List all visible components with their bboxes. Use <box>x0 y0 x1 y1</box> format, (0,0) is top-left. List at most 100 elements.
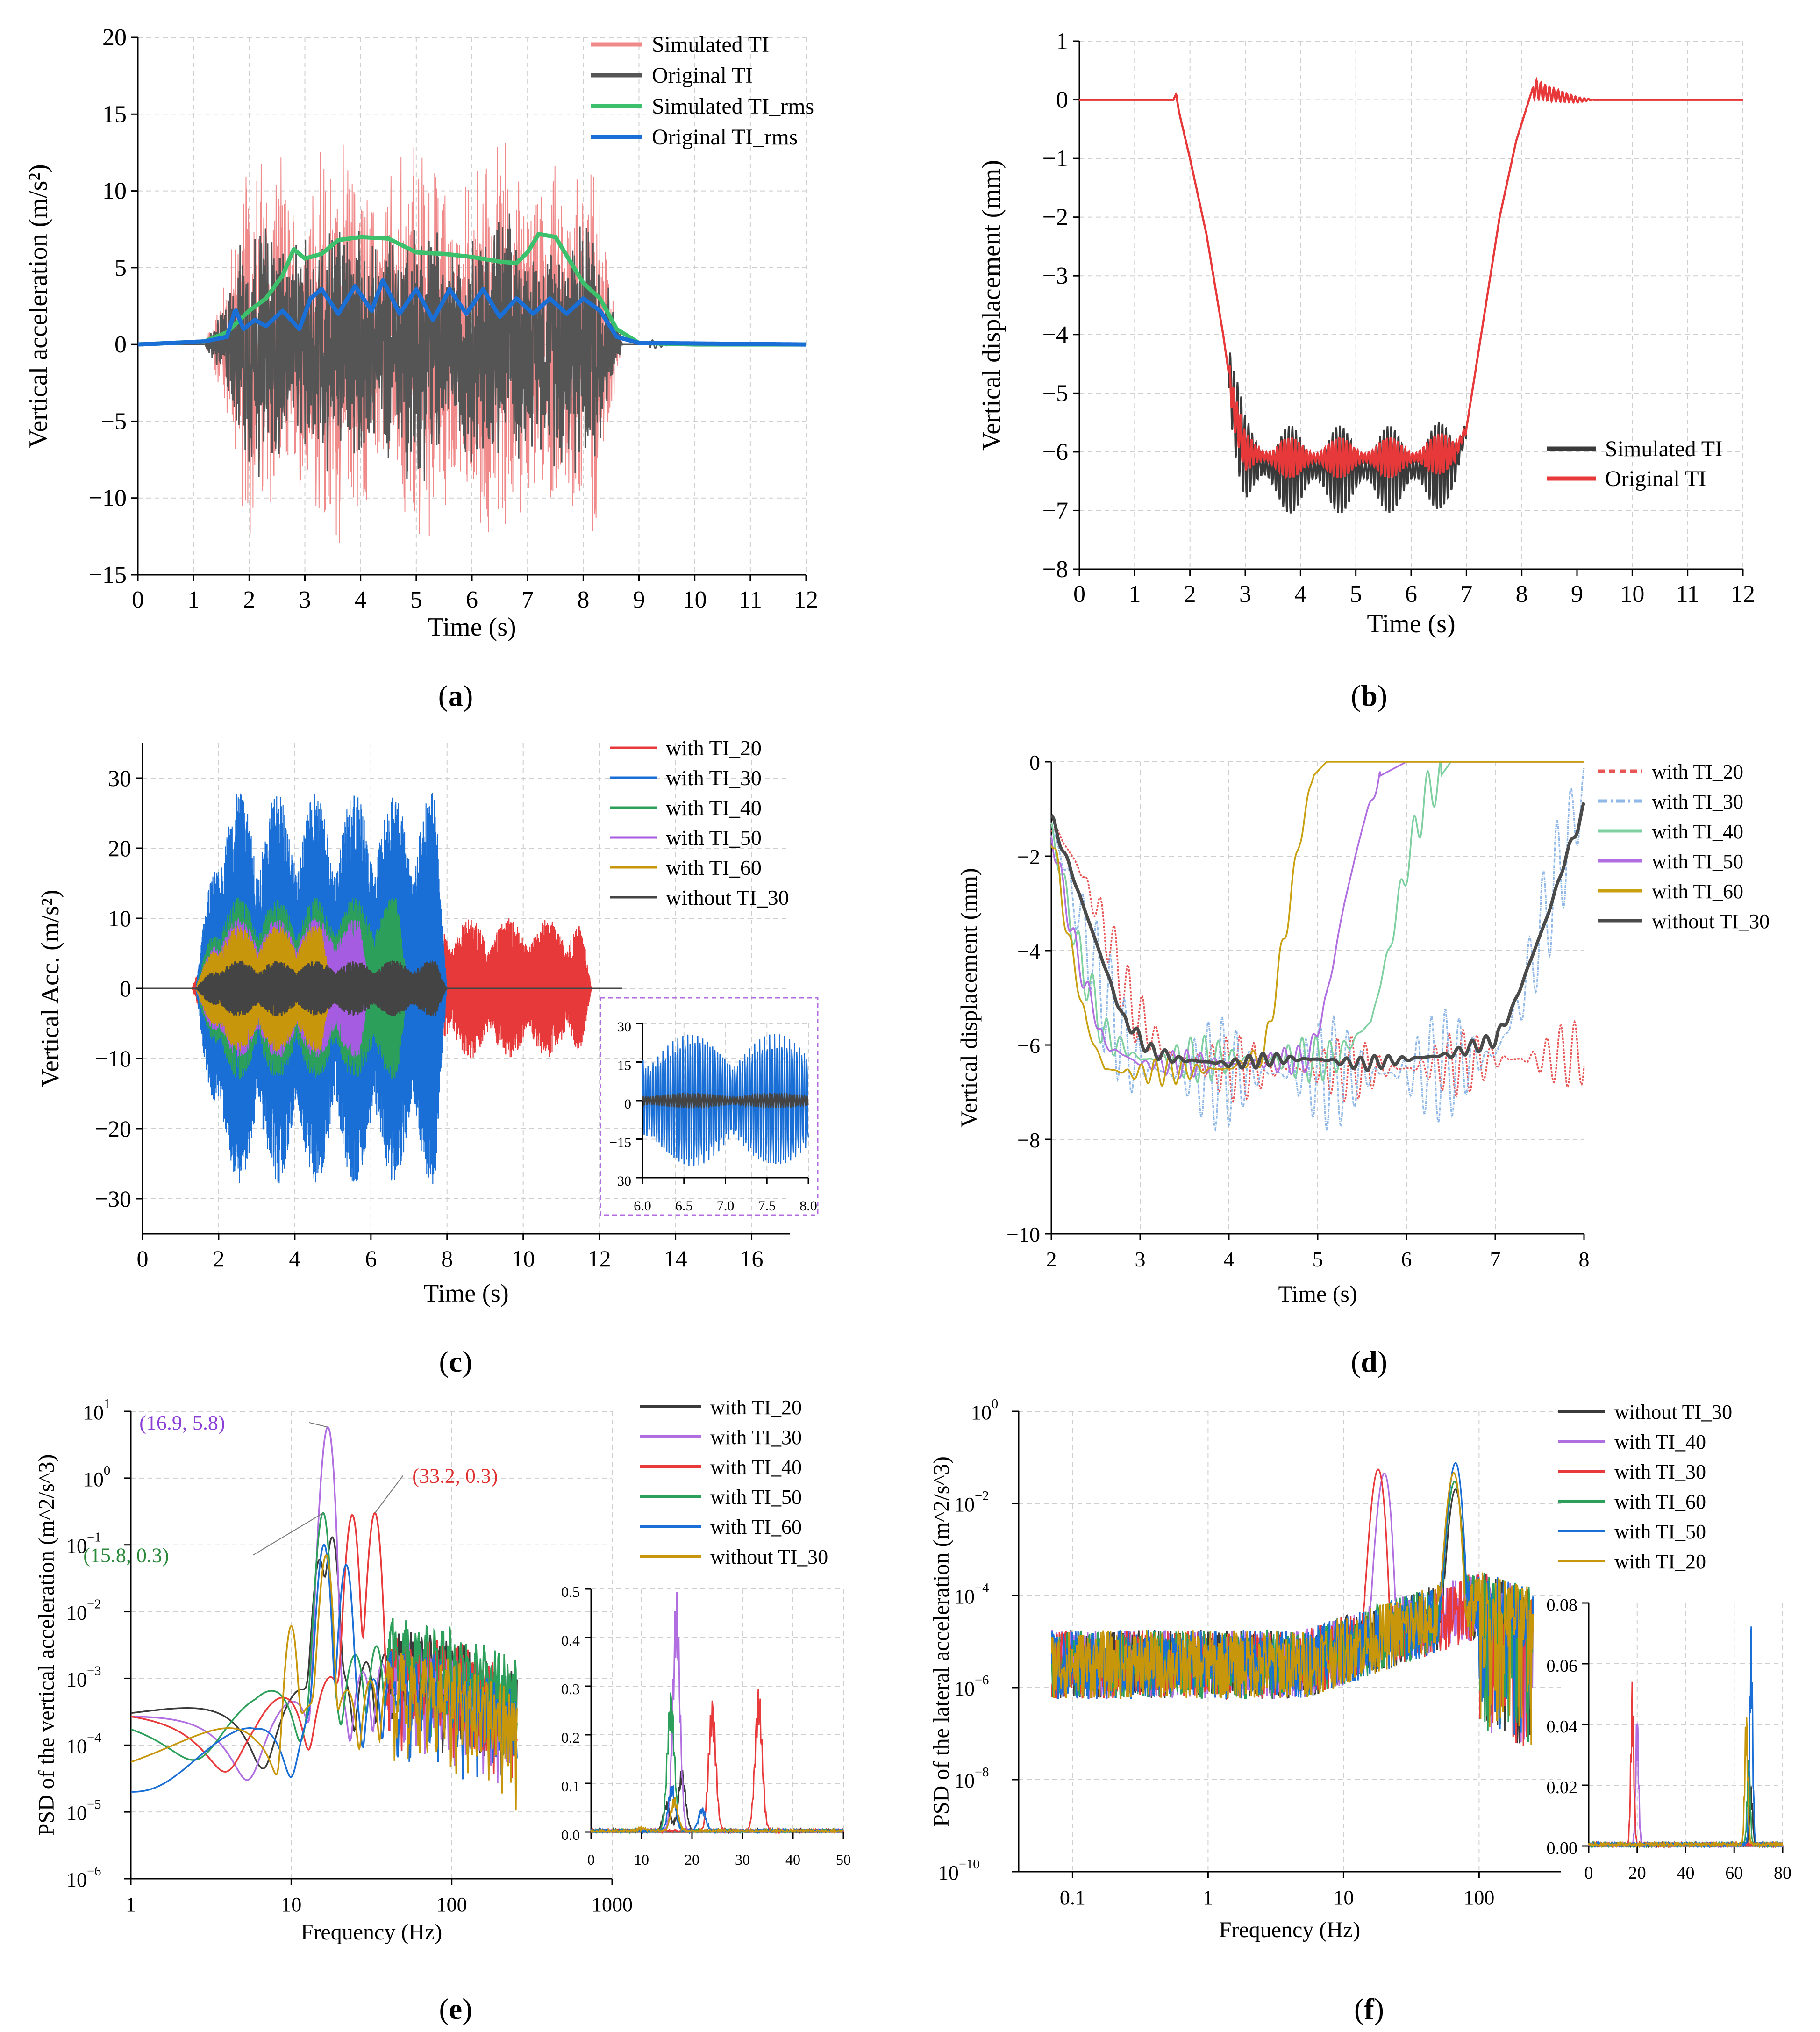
y-tick-label: −10 <box>1006 1223 1040 1246</box>
x-tick-label: 4 <box>1224 1247 1235 1271</box>
legend-entry: with TI_50 <box>1614 1520 1706 1543</box>
legend-entry: Simulated TI_rms <box>652 94 814 119</box>
inset-series-with-TI_20 <box>1588 1717 1784 1849</box>
x-tick-label: 1000 <box>592 1893 633 1916</box>
legend-entry: with TI_30 <box>710 1426 802 1449</box>
legend-entry: Original TI_rms <box>652 125 798 150</box>
caption-d-letter: d <box>1361 1345 1377 1378</box>
y-tick-label: 30 <box>108 765 131 791</box>
inset-series-with-TI_40 <box>590 1689 844 1835</box>
grid-e <box>130 1411 613 1879</box>
y-tick-label: 0 <box>120 975 131 1002</box>
legend-entry: with TI_60 <box>666 856 762 880</box>
y-tick-label: 0.2 <box>561 1729 580 1746</box>
y-tick-label: 5 <box>114 255 127 281</box>
y-axis-title-a: Vertical acceleration (m/s²) <box>24 164 53 448</box>
caption-d: (d) <box>1351 1345 1387 1378</box>
y-tick-label: 10−8 <box>954 1765 989 1792</box>
y-tick-label: −30 <box>95 1186 131 1212</box>
y-tick-label: 10−10 <box>938 1857 980 1884</box>
legend-entry: with TI_40 <box>710 1456 802 1479</box>
annotation-leader <box>374 1475 404 1514</box>
x-tick-label: 10 <box>281 1893 301 1916</box>
x-tick-label: 50 <box>836 1851 851 1868</box>
legend-entry: with TI_60 <box>1652 880 1743 903</box>
y-tick-exponent: −4 <box>87 1731 101 1745</box>
legend-entry: with TI_60 <box>710 1516 802 1538</box>
y-tick-label: 100 <box>971 1397 998 1424</box>
caption-f-letter: f <box>1364 1992 1374 2025</box>
x-tick-label: 8 <box>441 1245 453 1272</box>
annotation-leader <box>309 1422 328 1428</box>
inset-frame-c <box>600 997 819 1216</box>
x-tick-label: 1 <box>1203 1886 1213 1909</box>
x-tick-label: 2 <box>243 587 255 613</box>
x-tick-label: 9 <box>1571 581 1583 608</box>
y-axis-title-c: Vertical Acc. (m/s²) <box>36 890 64 1088</box>
inset-series-with-TI_50 <box>591 1692 844 1835</box>
x-tick-label: 10 <box>683 587 707 613</box>
y-tick-label: 10−4 <box>66 1731 101 1758</box>
chart-e: 1 10 100 100010−610−510−410−310−210−1100101… <box>34 1396 851 1945</box>
x-tick-label: 3 <box>299 587 311 613</box>
x-tick-label: 60 <box>1725 1863 1743 1883</box>
y-tick-label: 0.00 <box>1547 1839 1578 1858</box>
y-tick-label: 10−6 <box>66 1864 101 1891</box>
y-tick-label: −5 <box>1042 380 1068 407</box>
y-axis-title-e: PSD of the vertical acceleration (m^2/s^… <box>34 1454 59 1836</box>
annotation-label: (33.2, 0.3) <box>412 1465 498 1488</box>
x-tick-label: 16 <box>740 1245 764 1272</box>
y-tick-label: −2 <box>1017 845 1040 869</box>
x-tick-label: 0 <box>587 1851 595 1868</box>
inset-series-without-TI_30 <box>642 1091 809 1110</box>
y-tick-label: 10−4 <box>954 1581 989 1608</box>
y-tick-label: −2 <box>1042 204 1068 231</box>
legend-entry: Original TI <box>652 63 753 88</box>
y-tick-label: 0.02 <box>1547 1778 1578 1797</box>
x-tick-label: 12 <box>794 587 818 613</box>
x-tick-label: 80 <box>1774 1863 1791 1883</box>
x-tick-label: 1 <box>126 1893 136 1916</box>
x-axis-title-d: Time (s) <box>1278 1281 1357 1307</box>
y-tick-label: 15 <box>102 101 127 128</box>
y-tick-exponent: −8 <box>975 1765 989 1780</box>
y-tick-label: 10−3 <box>66 1664 101 1691</box>
legend-entry: without TI_30 <box>1614 1401 1732 1424</box>
y-tick-label: −10 <box>89 485 127 512</box>
series-line-with-TI_20 <box>1050 828 1585 1103</box>
x-tick-label: 0 <box>1584 1863 1593 1883</box>
series-line-without-TI_30 <box>1050 801 1586 1072</box>
y-tick-label: 0.5 <box>561 1583 580 1600</box>
annotation-label: (16.9, 5.8) <box>139 1411 225 1434</box>
y-tick-exponent: −1 <box>87 1531 101 1545</box>
y-tick-label: 30 <box>617 1019 631 1035</box>
y-tick-label: 10 <box>108 905 131 931</box>
y-tick-exponent: −6 <box>87 1864 101 1879</box>
legend-entry: without TI_30 <box>710 1545 828 1568</box>
x-tick-label: 6 <box>466 587 478 613</box>
caption-c: (c) <box>439 1345 472 1378</box>
x-axis-title-f: Frequency (Hz) <box>1219 1918 1361 1942</box>
y-tick-label: 100 <box>83 1464 110 1491</box>
y-tick-label: 0 <box>1029 751 1040 774</box>
legend-entry: with TI_40 <box>1652 820 1743 843</box>
x-tick-label: 30 <box>735 1851 750 1868</box>
x-tick-label: 1 <box>187 587 200 613</box>
x-tick-label: 10 <box>634 1851 649 1868</box>
x-tick-label: 5 <box>1350 581 1362 608</box>
y-tick-label: −7 <box>1042 497 1068 524</box>
chart-c: 0 2 4 6 8 10 12 14 16 −30 −20 −10 0 10 20 30 Time (s) Ver… <box>36 736 819 1307</box>
x-tick-label: 0 <box>137 1245 149 1272</box>
x-tick-label: 7.0 <box>717 1198 735 1214</box>
y-tick-label: 10−1 <box>66 1531 101 1558</box>
x-tick-label: 11 <box>739 587 762 613</box>
y-tick-exponent: 1 <box>104 1397 110 1411</box>
x-tick-label: 11 <box>1676 581 1699 608</box>
caption-b: (b) <box>1351 679 1387 712</box>
inset-series-with-TI_50 <box>1588 1626 1784 1849</box>
legend-entry: with TI_40 <box>1614 1431 1706 1453</box>
legend-entry: with TI_50 <box>1652 850 1743 873</box>
series-line-with-TI_60 <box>1050 761 1584 1087</box>
